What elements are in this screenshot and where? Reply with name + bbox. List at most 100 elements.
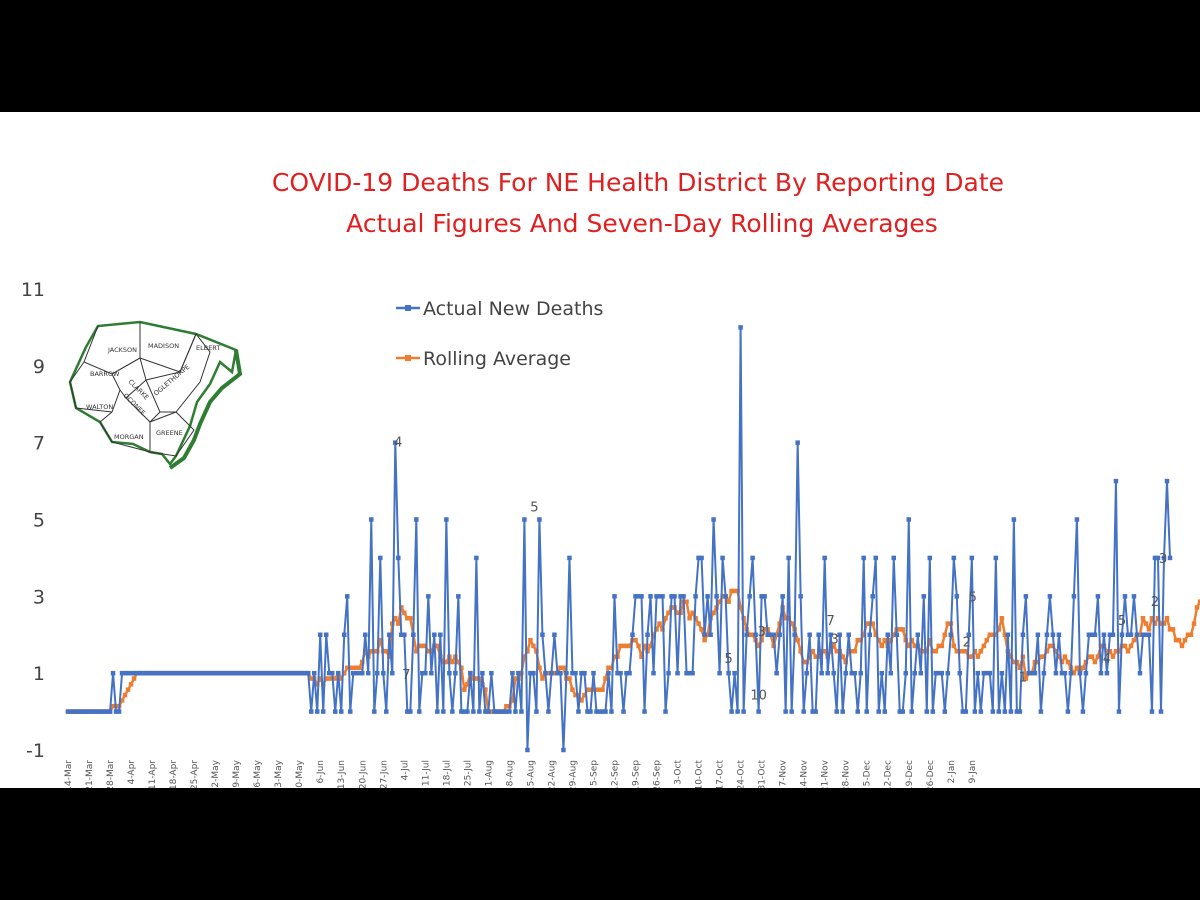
data-point-rolling (942, 632, 948, 637)
data-point-actual (921, 594, 927, 599)
data-point-actual (729, 709, 734, 714)
data-point-rolling (993, 632, 999, 637)
data-point-actual (918, 670, 924, 676)
data-point-actual (191, 670, 197, 676)
data-point-rolling (420, 643, 425, 649)
data-label: 3 (1159, 552, 1167, 567)
data-point-rolling (1086, 654, 1092, 659)
x-tick-label: 2-Jan (947, 760, 957, 783)
data-label: 2 (1151, 595, 1159, 610)
data-label: 1 (1019, 671, 1027, 686)
data-point-rolling (759, 637, 764, 643)
data-point-rolling (627, 643, 632, 649)
data-point-actual (110, 670, 116, 676)
data-point-actual (414, 517, 419, 522)
data-point-rolling (732, 588, 737, 594)
data-point-actual (534, 709, 539, 714)
data-point-actual (426, 594, 431, 599)
x-tick-label: 9-Jan (968, 760, 978, 783)
data-point-actual (933, 670, 939, 676)
data-point-actual (1011, 517, 1017, 522)
data-point-actual (636, 594, 641, 599)
data-point-actual (1092, 632, 1098, 637)
data-point-actual (795, 440, 800, 445)
data-point-actual (855, 709, 860, 714)
data-point-actual (209, 670, 215, 676)
x-tick-label: 12-Dec (884, 760, 894, 788)
data-point-rolling (378, 637, 383, 643)
data-point-actual (930, 709, 936, 714)
data-point-rolling (882, 637, 887, 643)
data-point-actual (633, 594, 638, 599)
data-point-rolling (1179, 643, 1185, 649)
data-point-actual (999, 670, 1005, 676)
legend-item-actual: Actual New Deaths (396, 298, 603, 320)
data-point-actual (669, 594, 674, 599)
data-point-actual (342, 632, 347, 637)
data-point-rolling (738, 605, 743, 610)
county-label-morgan: MORGAN (114, 433, 144, 441)
data-point-actual (1164, 478, 1170, 484)
data-point-actual (639, 594, 644, 599)
data-point-rolling (1023, 676, 1029, 681)
data-point-actual (462, 709, 467, 714)
data-point-actual (846, 632, 851, 637)
data-point-actual (495, 709, 500, 714)
data-point-actual (951, 555, 957, 561)
county-label-barrow: BARROW (90, 370, 120, 378)
data-point-actual (1038, 709, 1044, 714)
data-point-actual (1110, 632, 1116, 637)
data-point-actual (741, 709, 746, 714)
data-point-actual (834, 709, 839, 714)
data-point-rolling (570, 687, 575, 692)
data-point-rolling (435, 643, 440, 649)
x-tick-label: 29-Aug (568, 760, 578, 788)
data-point-actual (873, 555, 878, 561)
data-point-actual (483, 709, 488, 714)
data-point-actual (489, 670, 494, 676)
data-point-rolling (489, 709, 494, 714)
x-tick-label: 8-Aug (505, 760, 515, 786)
data-point-rolling (651, 632, 656, 637)
data-point-rolling (936, 643, 942, 649)
data-point-actual (1035, 632, 1041, 637)
data-point-rolling (783, 615, 788, 621)
data-point-rolling (1098, 643, 1104, 649)
data-point-actual (77, 709, 83, 714)
data-point-actual (711, 517, 716, 522)
data-point-actual (215, 670, 221, 676)
data-point-rolling (717, 599, 722, 604)
data-point-actual (765, 632, 770, 637)
data-point-rolling (351, 665, 356, 671)
data-point-actual (522, 517, 527, 522)
data-point-rolling (558, 665, 563, 671)
data-point-rolling (588, 687, 593, 692)
data-point-actual (660, 594, 665, 599)
data-point-actual (158, 670, 164, 676)
data-point-actual (1131, 594, 1137, 599)
x-tick-label: 27-Jun (379, 760, 389, 788)
data-point-actual (906, 517, 912, 522)
data-point-rolling (1038, 654, 1044, 659)
data-point-actual (1062, 670, 1068, 676)
data-point-rolling (870, 621, 875, 626)
data-point-actual (372, 709, 377, 714)
data-point-actual (137, 670, 143, 676)
data-point-actual (447, 670, 452, 676)
data-point-actual (897, 709, 902, 714)
data-point-actual (984, 670, 990, 676)
data-point-actual (702, 632, 707, 637)
data-point-actual (1047, 594, 1053, 599)
data-point-rolling (1089, 654, 1095, 659)
data-point-rolling (537, 665, 542, 671)
data-point-actual (801, 709, 806, 714)
data-point-actual (807, 632, 812, 637)
data-point-actual (375, 670, 380, 676)
data-point-rolling (909, 637, 915, 643)
data-point-actual (1050, 632, 1056, 637)
data-point-actual (1056, 632, 1062, 637)
data-point-actual (444, 517, 449, 522)
data-point-actual (396, 555, 401, 561)
data-point-actual (828, 632, 833, 637)
data-point-actual (185, 670, 191, 676)
